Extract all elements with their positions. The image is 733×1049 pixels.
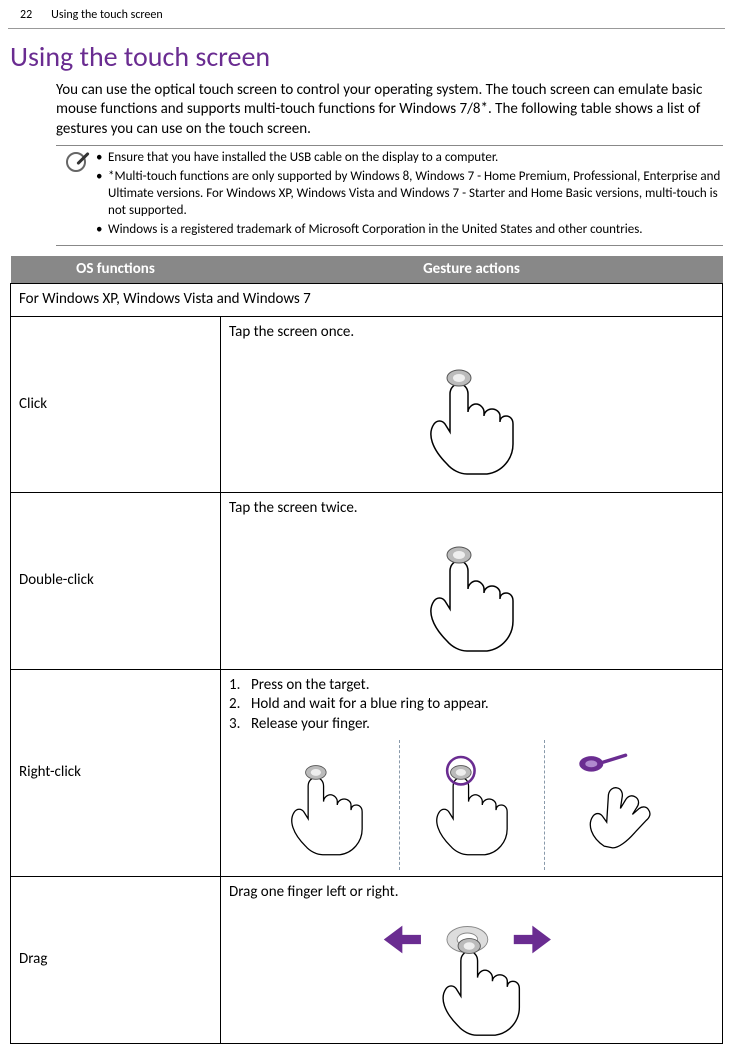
note-block: Ensure that you have installed the USB c… — [56, 145, 723, 245]
hold-ring-icon — [412, 740, 532, 870]
table-subheader: For Windows XP, Windows Vista and Window… — [11, 284, 723, 317]
tap-twice-icon — [402, 523, 542, 663]
gesture-illustration — [229, 523, 714, 663]
note-item: Windows is a registered trademark of Mic… — [96, 222, 723, 239]
page-header: 22 Using the touch screen — [0, 0, 733, 28]
drag-icon — [362, 907, 582, 1037]
table-row: Right-click Press on the target. Hold an… — [11, 669, 723, 877]
step: Hold and wait for a blue ring to appear. — [229, 695, 714, 715]
release-finger-icon — [557, 740, 677, 870]
gesture-cell: Drag one finger left or right. — [221, 877, 723, 1044]
os-function: Drag — [11, 877, 221, 1044]
th-gesture-actions: Gesture actions — [221, 256, 723, 284]
press-target-icon — [267, 740, 387, 870]
gesture-steps: Press on the target. Hold and wait for a… — [229, 676, 714, 735]
page-section: Using the touch screen — [51, 8, 163, 22]
step: Press on the target. — [229, 676, 714, 696]
intro-paragraph: You can use the optical touch screen to … — [56, 81, 723, 140]
note-item: Ensure that you have installed the USB c… — [96, 150, 723, 167]
gesture-cell: Tap the screen twice. — [221, 493, 723, 670]
gesture-illustration — [229, 907, 714, 1037]
step: Release your finger. — [229, 715, 714, 735]
pencil-note-icon — [56, 150, 96, 240]
page-title: Using the touch screen — [10, 39, 733, 75]
gesture-cell: Tap the screen once. — [221, 316, 723, 493]
table-row: Double-click Tap the screen twice. — [11, 493, 723, 670]
table-row: Click Tap the screen once. — [11, 316, 723, 493]
page-number: 22 — [20, 8, 32, 22]
os-function: Right-click — [11, 669, 221, 877]
os-function: Double-click — [11, 493, 221, 670]
table-subheader-row: For Windows XP, Windows Vista and Window… — [11, 284, 723, 317]
gesture-text: Tap the screen twice. — [229, 499, 714, 519]
th-os-functions: OS functions — [11, 256, 221, 284]
tap-once-icon — [402, 346, 542, 486]
header-rule — [8, 28, 725, 29]
table-header-row: OS functions Gesture actions — [11, 256, 723, 284]
gesture-table: OS functions Gesture actions For Windows… — [10, 256, 723, 1044]
os-function: Click — [11, 316, 221, 493]
arrow-left-icon — [383, 926, 420, 954]
gesture-cell: Press on the target. Hold and wait for a… — [221, 669, 723, 877]
gesture-text: Tap the screen once. — [229, 323, 714, 343]
table-row: Drag Drag one finger left or right. — [11, 877, 723, 1044]
note-list: Ensure that you have installed the USB c… — [96, 150, 723, 240]
arrow-right-icon — [513, 926, 550, 954]
gesture-text: Drag one finger left or right. — [229, 883, 714, 903]
gesture-illustration — [229, 740, 714, 870]
gesture-illustration — [229, 346, 714, 486]
note-item: *Multi-touch functions are only supporte… — [96, 169, 723, 220]
